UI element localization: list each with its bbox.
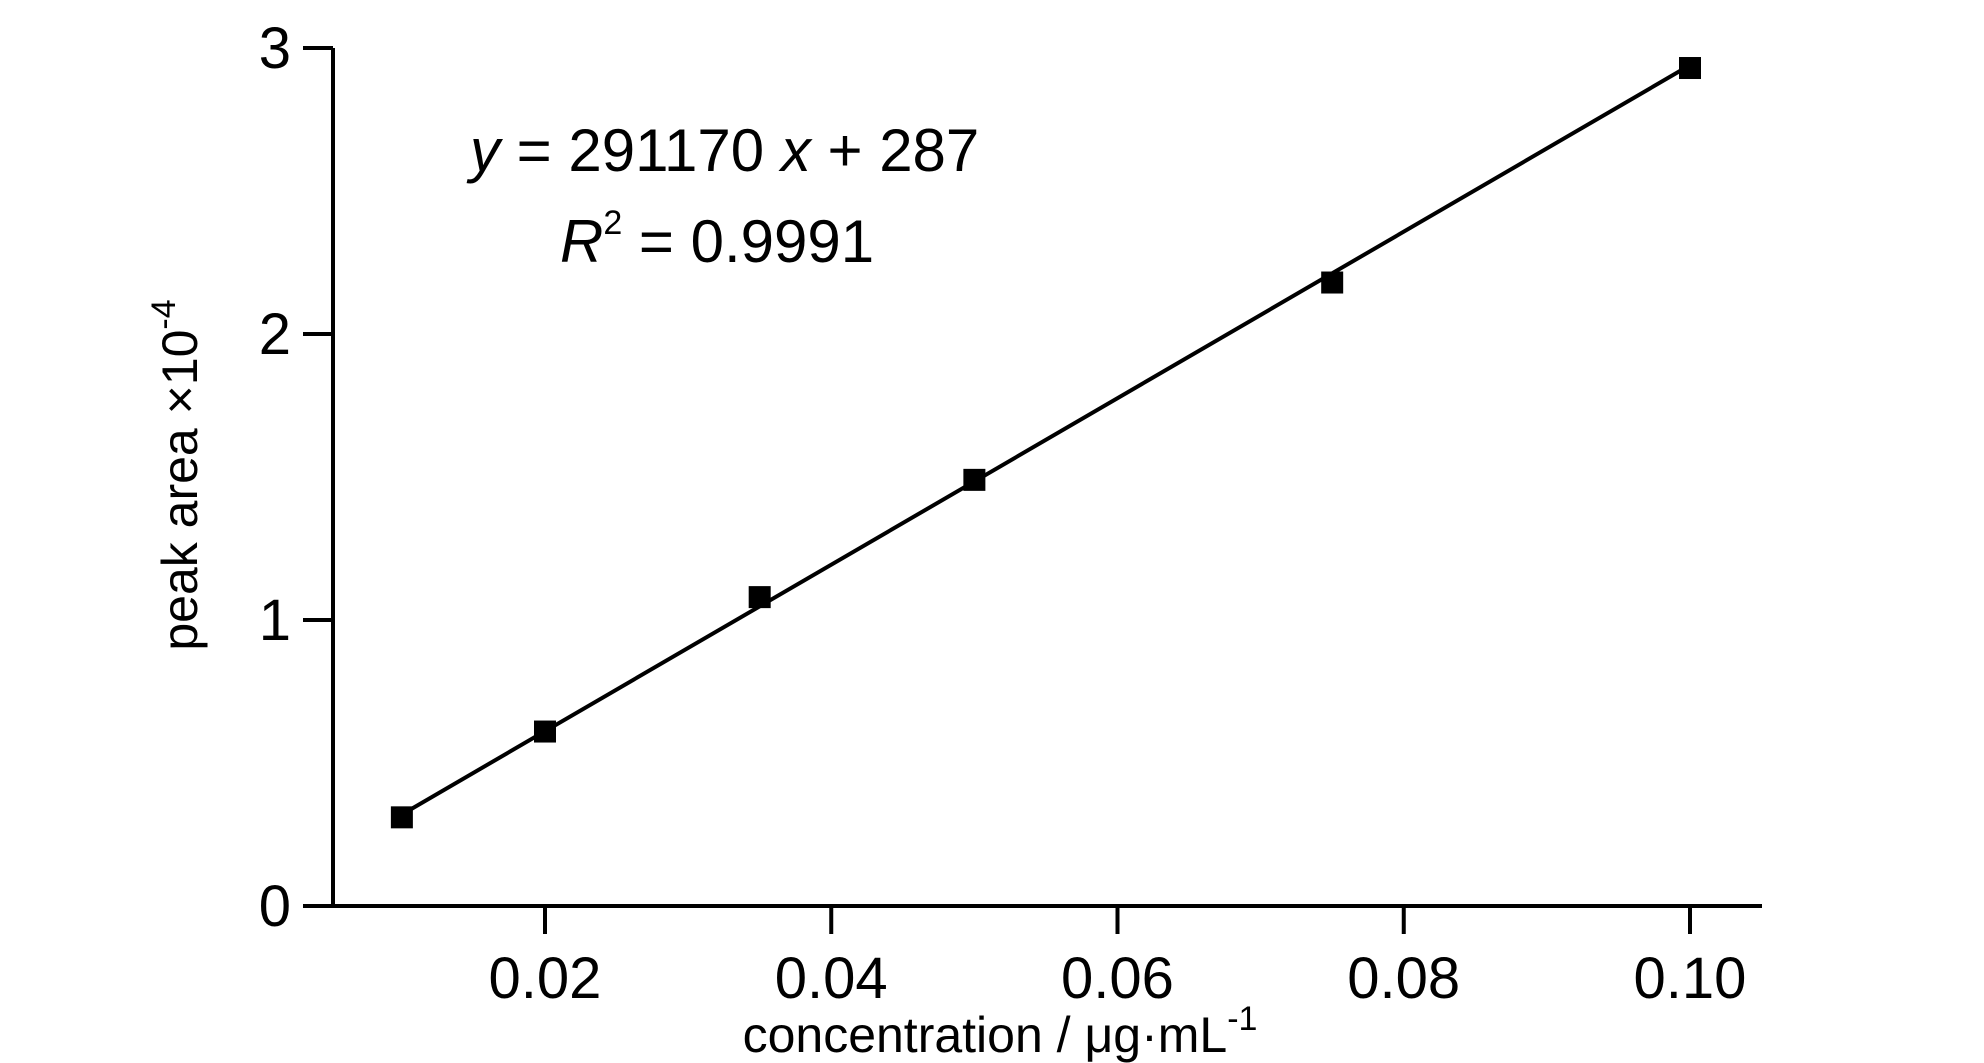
y-tick-label: 2 [259,302,291,367]
x-tick-label: 0.08 [1347,946,1460,1011]
x-axis-title-sup: -1 [1227,1000,1257,1038]
y-tick-label: 1 [259,588,291,653]
y-axis-title: peak area ×10-4 [145,299,208,650]
y-axis-title-text: peak area ×10 [152,330,208,651]
r-symbol: R [560,208,603,275]
y-axis-title-sup: -4 [145,299,183,329]
data-points [390,57,1701,829]
x-tick-label: 0.04 [775,946,888,1011]
axes [331,48,1762,908]
fit-line-group [399,63,1692,817]
equation-y-var: y [466,117,504,184]
data-point [748,586,771,609]
equation-middle: = 291170 [500,117,781,184]
r-value: = 0.9991 [622,208,874,275]
data-point [390,806,413,829]
r-squared: R2 = 0.9991 [560,204,874,275]
r-superscript: 2 [603,204,622,242]
fit-equation: y = 291170 x + 287 [466,117,979,184]
y-tick-label: 0 [259,874,291,939]
y-tick-label: 3 [259,16,291,81]
x-axis-title: concentration / μg·mL-1 [743,1000,1258,1063]
data-point [963,468,986,491]
data-point [1321,271,1344,294]
data-point [534,720,556,743]
x-tick-label: 0.02 [489,946,602,1011]
x-tick-label: 0.06 [1061,946,1174,1011]
ticks: 0 1 2 3 0.02 0.04 0.06 0.08 0.10 [259,16,1747,1011]
equation-x-var: x [778,117,813,184]
x-tick-label: 0.10 [1634,946,1747,1011]
fit-line [399,63,1692,817]
data-point [1679,57,1701,80]
equation-tail: + 287 [811,117,980,184]
x-axis-title-text: concentration / μg·mL [743,1007,1228,1063]
